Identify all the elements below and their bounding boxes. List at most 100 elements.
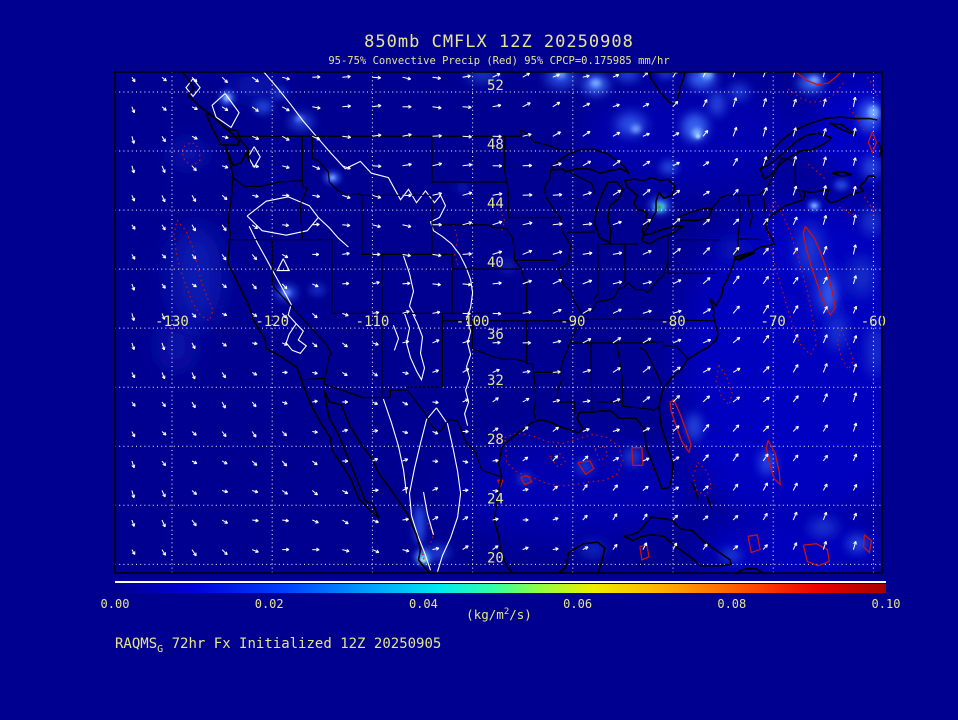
wind-arrow-head: [495, 397, 499, 399]
wind-arrow-head: [405, 401, 409, 406]
wind-arrow-head: [286, 193, 290, 196]
convective-precip-contour-75pct: [787, 82, 844, 103]
wind-arrow-head: [853, 305, 857, 309]
wind-arrow-head: [763, 126, 767, 130]
precip-shading-blob: [867, 105, 879, 120]
wind-arrow: [642, 160, 651, 167]
wind-arrow: [492, 427, 499, 432]
wind-arrow-head: [883, 336, 885, 338]
wind-arrow-head: [344, 400, 348, 403]
wind-arrow: [672, 486, 679, 491]
wind-arrow: [883, 215, 885, 224]
precip-shading-blob: [224, 94, 231, 101]
wind-arrow: [642, 396, 651, 403]
wind-arrow-head: [498, 163, 503, 167]
convective-precip-contour-75pct: [181, 141, 201, 167]
wind-arrow-head: [793, 98, 797, 102]
wind-arrow: [312, 194, 320, 198]
wind-arrow: [732, 396, 740, 403]
wind-arrow: [792, 185, 797, 196]
wind-arrow: [552, 426, 559, 432]
wind-arrow: [372, 281, 380, 285]
state-border: [621, 405, 660, 412]
wind-arrow-head: [314, 430, 318, 433]
map-layers: [115, 72, 887, 573]
wind-arrow: [582, 252, 593, 255]
convective-precip-contour-75pct: [594, 445, 609, 462]
wind-arrow-head: [374, 429, 378, 431]
terrain-contour: [422, 491, 435, 535]
wind-arrow: [372, 549, 380, 553]
wind-arrow: [161, 519, 166, 528]
wind-arrow: [372, 194, 381, 199]
wind-arrow-head: [438, 222, 442, 226]
wind-arrow-head: [883, 365, 885, 367]
wind-arrow-head: [705, 454, 709, 457]
wind-arrow-head: [347, 165, 351, 170]
wind-arrow: [402, 340, 409, 344]
wind-arrow-head: [164, 285, 166, 289]
state-border: [635, 318, 716, 322]
wind-arrow-head: [677, 248, 681, 250]
convective-precip-contour-95pct: [520, 475, 533, 486]
lat-tick-label: 48: [487, 137, 504, 153]
lon-tick-label: -110: [356, 314, 390, 330]
wind-arrow: [822, 98, 827, 107]
wind-arrow: [161, 313, 166, 320]
wind-arrow-head: [317, 105, 321, 109]
wind-arrow-head: [465, 459, 469, 463]
precip-shading-blob: [720, 548, 743, 563]
wind-arrow: [852, 363, 857, 373]
wind-arrow-head: [647, 366, 651, 368]
wind-arrow-head: [644, 485, 649, 488]
wind-arrow-head: [678, 309, 682, 312]
wind-arrow-head: [164, 403, 166, 407]
wind-arrow: [642, 72, 649, 78]
convective-precip-contour-75pct: [173, 220, 214, 322]
wind-arrow: [642, 366, 651, 373]
wind-arrow-head: [853, 512, 857, 516]
wind-arrow: [522, 72, 530, 78]
wind-arrow-head: [853, 392, 857, 396]
wind-arrow: [462, 283, 472, 286]
wind-arrow: [522, 250, 533, 255]
wind-arrow-head: [468, 282, 472, 286]
wind-arrow: [702, 367, 711, 373]
wind-arrow: [822, 483, 828, 491]
wind-arrow: [462, 192, 473, 196]
wind-arrow-head: [315, 491, 318, 496]
wind-arrow: [161, 372, 166, 379]
wind-arrow-head: [407, 253, 411, 257]
wind-arrow: [702, 218, 710, 226]
wind-arrow-head: [853, 422, 857, 426]
wind-arrow-head: [794, 216, 798, 220]
convective-precip-contour-95pct: [669, 399, 692, 454]
wind-arrow-head: [704, 515, 709, 517]
wind-arrow: [702, 130, 709, 137]
wind-arrow-head: [558, 162, 562, 164]
precip-shading-blob: [579, 542, 606, 557]
wind-arrow-head: [347, 104, 351, 107]
wind-arrow: [702, 424, 710, 432]
state-border: [737, 195, 741, 239]
wind-arrow-head: [734, 514, 739, 517]
wind-arrow-head: [406, 281, 411, 284]
precip-shading-blob: [168, 140, 208, 168]
wind-arrow-head: [225, 135, 229, 139]
wind-arrow: [372, 105, 382, 108]
wind-arrow-head: [735, 424, 739, 427]
precip-shading-blob: [630, 124, 641, 133]
wind-arrow: [642, 133, 650, 137]
wind-arrow-head: [347, 135, 351, 138]
wind-arrow-head: [528, 193, 533, 196]
wind-arrow-head: [824, 454, 828, 458]
wind-arrow: [672, 310, 682, 314]
precip-shading-blob: [701, 72, 714, 79]
wind-arrow: [191, 549, 197, 557]
wind-arrow-head: [885, 274, 886, 277]
wind-arrow-head: [886, 483, 887, 486]
wind-arrow: [612, 337, 622, 344]
wind-arrow: [432, 163, 442, 167]
wind-arrow: [432, 339, 440, 344]
lat-tick-label: 40: [487, 255, 504, 271]
